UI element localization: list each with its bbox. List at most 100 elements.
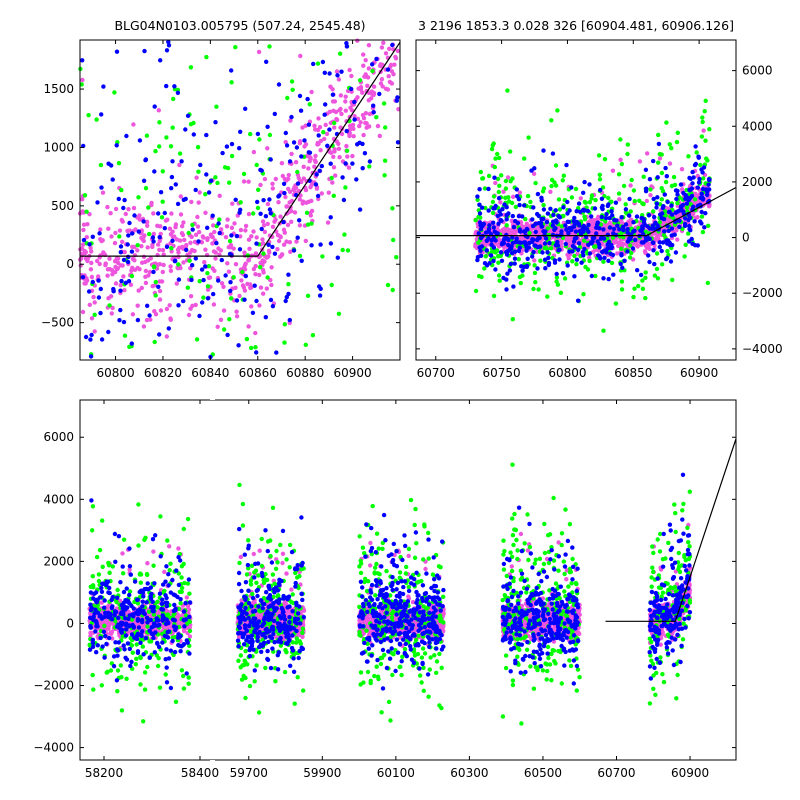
data-point	[173, 225, 178, 230]
data-point	[282, 340, 287, 345]
data-point	[338, 106, 343, 112]
data-point	[602, 157, 608, 162]
data-point	[344, 44, 350, 49]
data-point	[274, 350, 279, 355]
data-point	[204, 54, 209, 60]
data-point	[575, 298, 581, 303]
data-point	[238, 234, 243, 239]
data-point	[238, 207, 243, 212]
data-point	[216, 278, 221, 283]
data-point	[700, 119, 705, 125]
data-point	[112, 240, 118, 246]
y-tick-label: −500	[41, 316, 74, 330]
data-point	[339, 69, 344, 74]
data-point	[160, 169, 165, 174]
data-point	[190, 263, 195, 268]
data-point	[270, 244, 275, 250]
data-point	[195, 145, 201, 150]
data-point	[94, 117, 99, 122]
data-point	[260, 219, 266, 224]
data-point	[679, 167, 685, 172]
data-point	[657, 156, 663, 161]
data-point	[167, 226, 173, 231]
data-point	[293, 185, 299, 191]
data-point	[370, 68, 375, 74]
data-point	[548, 206, 553, 211]
data-point	[654, 205, 659, 210]
data-point	[217, 193, 222, 198]
data-point	[90, 234, 96, 239]
data-point	[330, 92, 336, 97]
data-point	[246, 211, 252, 217]
data-point	[195, 224, 201, 229]
data-point	[98, 310, 103, 316]
data-point	[166, 43, 172, 48]
data-point	[264, 286, 269, 291]
data-point	[287, 240, 293, 245]
data-point	[330, 180, 335, 185]
x-tick-label: 60900	[333, 366, 371, 380]
data-point	[552, 258, 558, 263]
data-point	[493, 267, 498, 272]
data-point	[144, 220, 150, 225]
data-point	[564, 162, 569, 168]
data-point	[541, 148, 546, 153]
data-point	[631, 294, 636, 300]
data-point	[267, 197, 272, 202]
data-point	[622, 258, 627, 263]
data-point	[687, 226, 692, 232]
data-point	[489, 242, 494, 247]
y-tick-label: 0	[66, 257, 74, 271]
data-point	[357, 78, 363, 83]
data-point	[486, 208, 491, 213]
data-point	[585, 267, 591, 272]
data-point	[95, 200, 100, 205]
data-point	[297, 253, 303, 259]
data-point	[541, 216, 546, 222]
data-point	[146, 205, 151, 210]
data-point	[113, 281, 119, 286]
data-point	[269, 265, 274, 270]
data-point	[627, 196, 632, 202]
data-point	[230, 201, 235, 206]
data-point	[300, 125, 305, 130]
data-point	[598, 236, 604, 241]
data-point	[493, 156, 498, 161]
data-point	[240, 269, 245, 275]
data-point	[286, 291, 291, 297]
data-point	[227, 317, 232, 322]
data-point	[112, 90, 117, 95]
data-point	[187, 258, 192, 263]
data-point	[276, 200, 281, 205]
data-point	[257, 303, 262, 308]
data-point	[281, 181, 287, 186]
data-point	[280, 173, 285, 179]
data-point	[103, 261, 108, 266]
data-point	[129, 268, 134, 273]
data-point	[145, 245, 150, 250]
data-point	[566, 256, 571, 261]
data-point	[158, 224, 163, 229]
data-point	[672, 232, 677, 237]
data-point	[297, 218, 302, 223]
data-point	[553, 218, 559, 223]
data-point	[657, 244, 662, 250]
data-point	[201, 277, 206, 283]
data-point	[283, 194, 288, 200]
data-point	[99, 112, 104, 117]
data-point	[491, 258, 496, 264]
data-point	[699, 191, 704, 196]
data-point	[347, 67, 352, 73]
data-point	[331, 108, 336, 114]
data-point	[139, 244, 144, 249]
data-point	[576, 247, 581, 252]
data-point	[267, 207, 273, 212]
data-point	[117, 234, 122, 239]
data-point	[332, 120, 337, 126]
data-point	[478, 253, 484, 258]
points-top-right	[473, 88, 712, 333]
data-point	[157, 297, 163, 302]
data-point	[169, 174, 175, 180]
data-point	[349, 73, 354, 79]
data-point	[582, 208, 587, 213]
